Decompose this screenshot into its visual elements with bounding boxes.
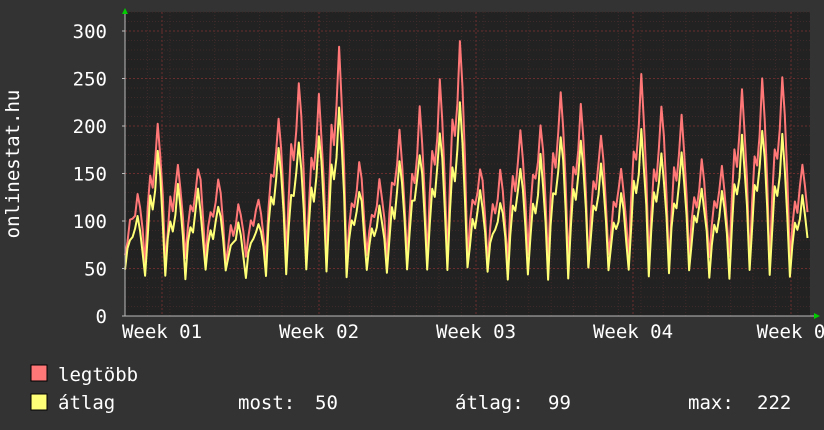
y-tick-label: 0 xyxy=(96,306,107,328)
y-tick-label: 250 xyxy=(73,69,107,91)
y-tick-label: 200 xyxy=(73,116,107,138)
legend-label-atlag: átlag xyxy=(58,392,115,414)
x-tick-label: Week 02 xyxy=(279,321,359,343)
series-atlag xyxy=(124,101,809,281)
x-tick-labels: Week 01 Week 02 Week 03 Week 04 Week 0 xyxy=(122,321,824,343)
legend-label-legtobb: legtöbb xyxy=(58,364,138,386)
legend-swatch-legtobb xyxy=(30,364,48,382)
y-tick-label: 300 xyxy=(73,21,107,43)
y-tick-label: 150 xyxy=(73,164,107,186)
stat-avg-label: átlag: xyxy=(455,392,524,414)
y-tick-label: 50 xyxy=(84,259,107,281)
legend-swatch-atlag xyxy=(30,393,48,411)
x-tick-label: Week 03 xyxy=(436,321,516,343)
stat-now-value: 50 xyxy=(315,392,338,414)
vertical-axis-label: onlinestat.hu xyxy=(2,90,24,239)
x-tick-label: Week 04 xyxy=(593,321,673,343)
x-tick-label: Week 0 xyxy=(757,321,824,343)
stat-max-label: max: xyxy=(688,392,734,414)
stat-now-label: most: xyxy=(238,392,295,414)
x-tick-label: Week 01 xyxy=(122,321,202,343)
y-tick-labels: 0 50 100 150 200 250 300 xyxy=(73,21,125,328)
y-axis-arrow-icon xyxy=(122,8,128,14)
y-tick-label: 100 xyxy=(73,211,107,233)
x-axis-arrow-icon xyxy=(814,313,820,319)
series-line-atlag xyxy=(124,101,809,281)
stat-max-value: 222 xyxy=(757,392,791,414)
axes xyxy=(122,8,820,319)
stat-avg-value: 99 xyxy=(548,392,571,414)
